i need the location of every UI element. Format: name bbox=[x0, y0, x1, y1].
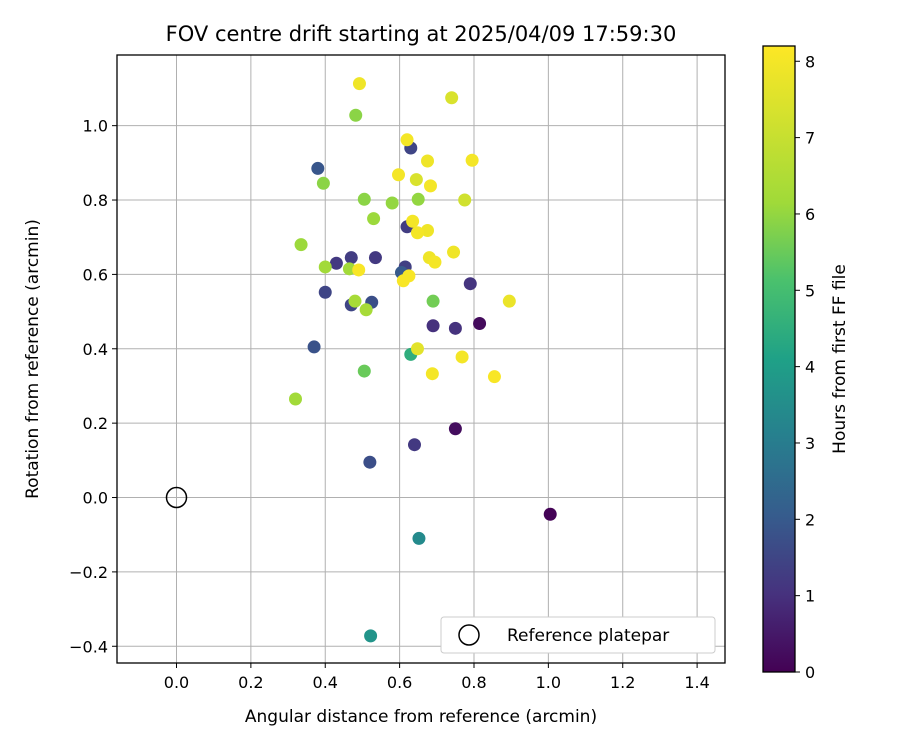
scatter-point bbox=[455, 350, 469, 364]
scatter-point bbox=[426, 319, 440, 333]
scatter-point bbox=[368, 251, 382, 265]
y-tick-label: 0.6 bbox=[83, 265, 108, 284]
x-tick-label: 1.4 bbox=[684, 673, 709, 692]
y-tick-label: 1.0 bbox=[83, 117, 108, 136]
x-tick-label: 0.2 bbox=[238, 673, 263, 692]
scatter-point bbox=[311, 161, 325, 175]
x-tick-label: 1.2 bbox=[610, 673, 635, 692]
scatter-point bbox=[359, 303, 373, 317]
x-tick-label: 0.0 bbox=[164, 673, 189, 692]
plot-frame bbox=[116, 54, 726, 664]
chart-title: FOV centre drift starting at 2025/04/09 … bbox=[166, 22, 677, 46]
colorbar-tick-label: 4 bbox=[805, 358, 815, 377]
scatter-point bbox=[421, 224, 435, 238]
colorbar-tick-label: 3 bbox=[805, 434, 815, 453]
scatter-point bbox=[344, 251, 358, 265]
legend-marker bbox=[458, 624, 480, 646]
reference-marker bbox=[165, 486, 188, 509]
y-tick-label: 0.8 bbox=[83, 191, 108, 210]
scatter-point bbox=[316, 176, 330, 190]
colorbar-gradient bbox=[763, 46, 795, 672]
scatter-point bbox=[543, 507, 557, 521]
scatter-point bbox=[473, 316, 487, 330]
scatter-point bbox=[458, 193, 472, 207]
scatter-point bbox=[348, 294, 362, 308]
scatter-point bbox=[502, 294, 516, 308]
scatter-point bbox=[318, 260, 332, 274]
scatter-point bbox=[447, 245, 461, 259]
scatter-point bbox=[307, 340, 321, 354]
colorbar-tick-label: 0 bbox=[805, 663, 815, 682]
x-tick-label: 0.4 bbox=[313, 673, 338, 692]
scatter-point bbox=[410, 226, 424, 240]
scatter-point bbox=[357, 192, 371, 206]
y-tick-label: −0.2 bbox=[69, 563, 108, 582]
scatter-point bbox=[421, 154, 435, 168]
scatter-point bbox=[288, 392, 302, 406]
scatter-point bbox=[392, 168, 406, 182]
x-tick-label: 0.8 bbox=[461, 673, 486, 692]
scatter-point bbox=[425, 367, 439, 381]
colorbar-tick-label: 7 bbox=[805, 129, 815, 148]
x-axis-label: Angular distance from reference (arcmin) bbox=[245, 707, 597, 727]
scatter-point bbox=[411, 192, 425, 206]
scatter-point bbox=[448, 321, 462, 335]
scatter-point bbox=[445, 91, 459, 105]
scatter-point bbox=[448, 422, 462, 436]
colorbar-label: Hours from first FF file bbox=[830, 264, 850, 454]
colorbar-tick-label: 2 bbox=[805, 510, 815, 529]
scatter-point bbox=[349, 108, 363, 122]
legend-box bbox=[440, 616, 716, 654]
scatter-point bbox=[385, 196, 399, 210]
x-tick-label: 0.6 bbox=[387, 673, 412, 692]
colorbar-tick-label: 1 bbox=[805, 587, 815, 606]
scatter-point bbox=[409, 173, 423, 187]
scatter-point bbox=[428, 255, 442, 269]
scatter-point bbox=[410, 342, 424, 356]
scatter-point bbox=[294, 238, 308, 252]
scatter-point bbox=[423, 179, 437, 193]
scatter-point bbox=[352, 263, 366, 277]
y-tick-label: 0.2 bbox=[83, 414, 108, 433]
scatter-point bbox=[412, 531, 426, 545]
colorbar: 0 1 2 3 4 5 6 7 8 Hours from first FF file bbox=[762, 45, 850, 682]
scatter-point bbox=[329, 256, 343, 270]
scatter-point bbox=[318, 285, 332, 299]
y-axis-label: Rotation from reference (arcmin) bbox=[23, 219, 43, 499]
y-tick-label: −0.4 bbox=[69, 637, 108, 656]
scatter-point bbox=[396, 274, 410, 288]
scatter-point bbox=[400, 133, 414, 147]
scatter-point bbox=[367, 212, 381, 226]
scatter-point bbox=[487, 370, 501, 384]
scatter-point bbox=[363, 455, 377, 469]
colorbar-tick-label: 6 bbox=[805, 205, 815, 224]
scatter-point bbox=[426, 294, 440, 308]
y-tick-label: 0.4 bbox=[83, 340, 108, 359]
scatter-point bbox=[407, 438, 421, 452]
legend-label: Reference platepar bbox=[507, 626, 669, 646]
colorbar-tick-label: 5 bbox=[805, 281, 815, 300]
scatter-point bbox=[463, 277, 477, 291]
data-points bbox=[288, 77, 557, 643]
scatter-point bbox=[465, 153, 479, 167]
scatter-point bbox=[352, 77, 366, 91]
colorbar-ticks: 0 1 2 3 4 5 6 7 8 bbox=[795, 52, 815, 682]
colorbar-frame bbox=[762, 45, 796, 673]
axis-ticks: 0.0 0.2 0.4 0.6 0.8 1.0 1.2 1.4 −0.4 −0.2 0.0 0.2 0.… bbox=[69, 117, 710, 692]
legend: Reference platepar bbox=[440, 616, 716, 654]
scatter-point bbox=[406, 214, 420, 228]
scatter-point bbox=[364, 629, 378, 643]
colorbar-tick-label: 8 bbox=[805, 52, 815, 71]
y-tick-label: 0.0 bbox=[83, 489, 108, 508]
scatter-point bbox=[357, 364, 371, 378]
x-tick-label: 1.0 bbox=[536, 673, 561, 692]
